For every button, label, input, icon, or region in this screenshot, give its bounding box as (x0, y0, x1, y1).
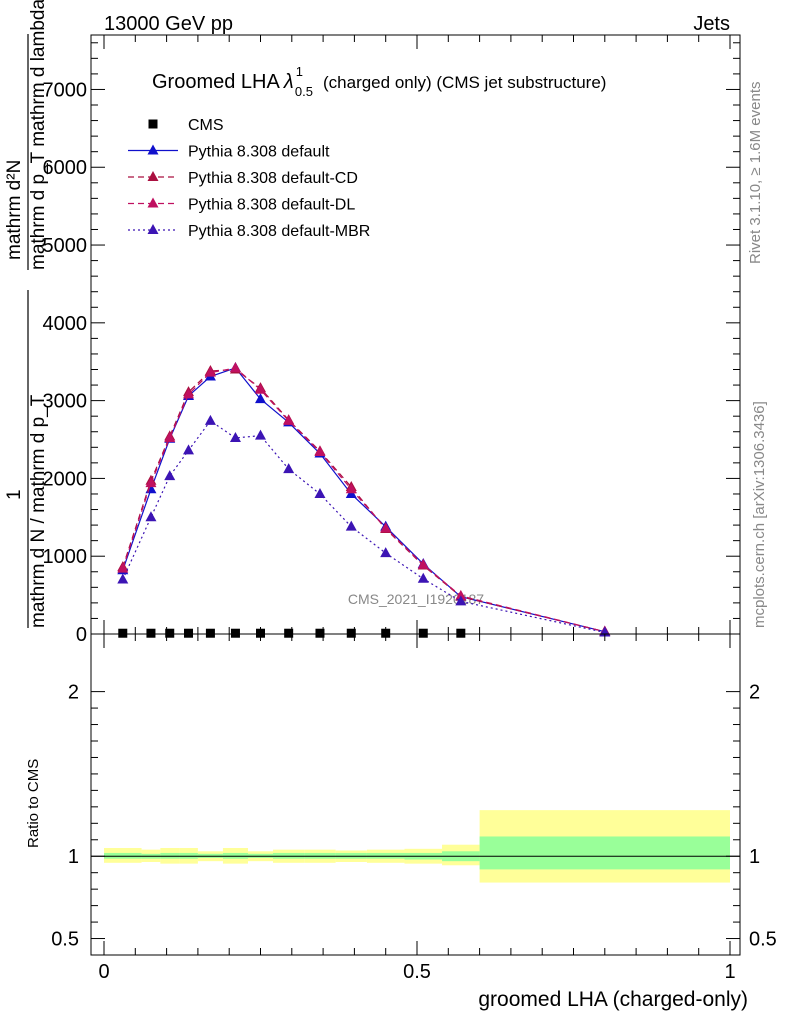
legend-marker (148, 119, 158, 129)
legend-label: CMS (188, 117, 224, 134)
data-point (183, 444, 195, 455)
y-label-denominator: mathrm d p_T mathrm d lambda (28, 0, 49, 270)
ratio-y-tick-label-right: 2 (749, 682, 760, 704)
data-point (283, 414, 295, 425)
y-tick-label: 3000 (43, 391, 88, 413)
legend-label: Pythia 8.308 default-DL (188, 197, 355, 214)
rivet-version-label: Rivet 3.1.10, ≥ 1.6M events (747, 82, 764, 265)
analysis-watermark: CMS_2021_I1920187 (348, 591, 484, 607)
data-point (455, 589, 467, 600)
y-label-numerator: mathrm d²N (4, 160, 25, 260)
data-point (314, 445, 326, 456)
y-tick-label: 5000 (43, 235, 88, 257)
legend-marker (147, 197, 159, 208)
data-point (229, 361, 241, 372)
ratio-y-tick-label: 0.5 (51, 929, 79, 951)
data-point (205, 628, 215, 638)
data-point (145, 511, 157, 522)
data-point (456, 628, 466, 638)
y-tick-label: 7000 (43, 79, 88, 101)
data-point (284, 628, 294, 638)
ratio-y-label: Ratio to CMS (25, 759, 42, 848)
plot-title: Groomed LHA λ 1 0.5 (charged only) (CMS jet … (152, 64, 606, 99)
data-point (229, 431, 241, 442)
y-tick-label: 2000 (43, 468, 88, 490)
legend-label: Pythia 8.308 default-CD (188, 170, 358, 187)
ratio-frame (90, 633, 741, 956)
main-y-axis-label: mathrm d²N mathrm d p_T mathrm d lambda … (4, 0, 49, 628)
data-point (380, 547, 392, 558)
data-point (145, 477, 157, 488)
ratio-axis-ticks: 0.5 0.5 1 1 2 2 0 0.5 1 (51, 634, 777, 983)
main-panel: 0 1000 2000 3000 4000 5000 6000 7000 CMS_2021_I… (43, 34, 741, 646)
data-point (345, 483, 357, 494)
data-point (204, 366, 216, 377)
data-point (256, 628, 265, 638)
data-point (346, 628, 356, 638)
header-energy-label: 13000 GeV pp (104, 13, 233, 35)
data-point (164, 431, 176, 442)
legend-marker (147, 171, 159, 181)
y-tick-label: 6000 (43, 157, 88, 179)
y-tick-label: 0 (76, 624, 87, 646)
legend-marker (147, 144, 159, 155)
ratio-y-tick-label: 1 (68, 846, 79, 868)
x-tick-label: 0 (98, 961, 109, 983)
x-axis-label: groomed LHA (charged-only) (478, 988, 748, 1011)
data-point (418, 628, 428, 638)
data-point (146, 628, 156, 638)
ratio-y-tick-label-right: 1 (749, 846, 760, 868)
data-point (117, 562, 129, 573)
data-point (117, 573, 129, 584)
ratio-y-tick-label: 2 (68, 682, 79, 704)
legend-label: Pythia 8.308 default-MBR (188, 223, 370, 240)
legend-label: Pythia 8.308 default (188, 144, 330, 161)
series-4 (117, 414, 611, 637)
data-point (417, 558, 429, 569)
data-point (255, 383, 266, 394)
header-category-label: Jets (693, 13, 730, 35)
data-point (381, 628, 391, 638)
series-0 (118, 628, 466, 638)
main-axis-ticks: 0 1000 2000 3000 4000 5000 6000 7000 (43, 35, 740, 646)
legend: CMS Pythia 8.308 default Pythia 8.308 defa… (128, 117, 370, 240)
data-point (255, 429, 266, 440)
data-point (230, 628, 240, 638)
data-point (118, 628, 128, 638)
stat-uncertainty-band (479, 836, 730, 870)
data-point (314, 487, 326, 498)
data-point (417, 572, 429, 583)
main-series (117, 361, 611, 638)
ratio-bands (104, 810, 730, 883)
x-tick-label: 1 (724, 961, 735, 983)
data-point (380, 522, 392, 533)
ratio-panel: 0.5 0.5 1 1 2 2 0 0.5 1 (51, 633, 777, 983)
series-line (122, 367, 605, 633)
y-tick-label: 4000 (43, 313, 88, 335)
mcplots-label: mcplots.cern.ch [arXiv:1306.3436] (751, 401, 768, 628)
legend-marker (147, 224, 159, 234)
data-point (345, 520, 357, 531)
data-point (455, 595, 467, 606)
data-point (255, 393, 266, 404)
x-tick-label: 0.5 (403, 961, 431, 983)
data-point (315, 628, 325, 638)
ratio-y-tick-label-right: 0.5 (749, 929, 777, 951)
data-point (165, 628, 175, 638)
data-point (183, 388, 195, 399)
data-point (164, 470, 176, 481)
y-label-prefactor-bottom: mathrm d N / mathrm d p_T (28, 394, 49, 628)
data-point (204, 414, 216, 425)
y-tick-label: 1000 (43, 546, 88, 568)
data-point (184, 628, 194, 638)
series-line (122, 368, 605, 633)
y-label-prefactor-top: 1 (4, 489, 25, 500)
data-point (283, 463, 295, 474)
